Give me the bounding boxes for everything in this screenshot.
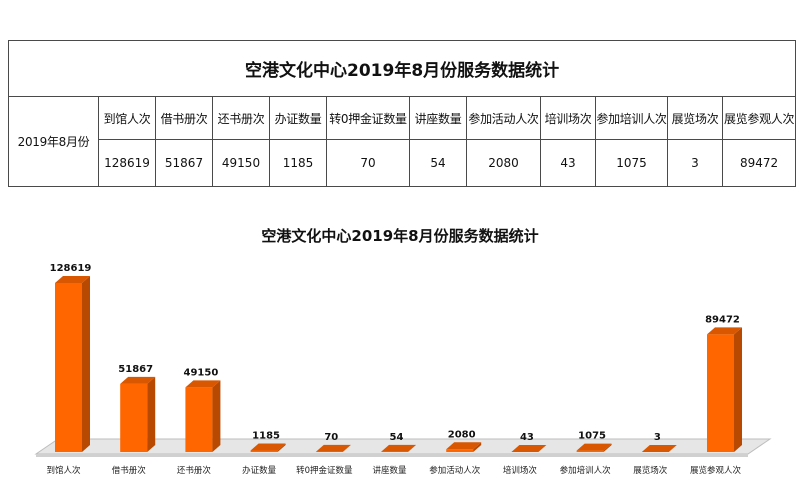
bar <box>381 444 416 452</box>
bar-front-face <box>250 450 278 452</box>
bar-side-face <box>538 444 547 452</box>
x-tick-label: 参加活动人次 <box>429 465 481 476</box>
x-tick-label: 培训场次 <box>503 465 538 476</box>
bar-top-face <box>576 443 612 451</box>
bar-side-face <box>212 380 221 452</box>
bar-top-face <box>446 442 482 450</box>
value-cell: 54 <box>409 139 467 187</box>
bar-front-face <box>707 334 734 452</box>
bar <box>576 443 612 452</box>
data-label: 1185 <box>252 430 280 441</box>
table-title-row: 空港文化中心2019年8月份服务数据统计 <box>7 40 797 97</box>
bar-side-face <box>734 327 742 452</box>
value-cell: 2080 <box>466 139 541 187</box>
data-label: 2080 <box>448 429 476 440</box>
header-cell: 到馆人次 <box>98 96 156 140</box>
bar-side-face <box>408 444 416 452</box>
x-tick-label: 到馆人次 <box>46 465 81 476</box>
x-tick-label: 展览场次 <box>633 465 668 476</box>
bar-side-face <box>342 444 351 452</box>
bar <box>707 327 742 452</box>
header-cell: 办证数量 <box>269 96 327 140</box>
stats-table: 空港文化中心2019年8月份服务数据统计 2019年8月份 到馆人次 借书册次 … <box>7 40 797 187</box>
bar <box>250 443 286 452</box>
bar-side-face <box>147 376 156 452</box>
bar-front-face <box>576 450 604 452</box>
data-label: 54 <box>390 432 404 443</box>
value-cell: 1075 <box>595 139 668 187</box>
value-cell: 49150 <box>212 139 270 187</box>
table-value-row: 128619 51867 49150 1185 70 54 2080 43 10… <box>9 139 797 187</box>
chart-container: 空港文化中心2019年8月份服务数据统计 128619 到馆人次 51867 借书册次… <box>0 200 800 502</box>
bar-side-face <box>603 443 612 452</box>
bar-top-face <box>185 380 221 388</box>
x-tick-label: 转0押金证数量 <box>296 465 353 476</box>
bar <box>446 442 482 452</box>
chart-plot-area: 128619 到馆人次 51867 借书册次 49150 还书册次 1185 办证数量 70 转0… <box>34 263 772 476</box>
data-label: 43 <box>520 432 534 443</box>
bar <box>511 444 547 452</box>
bar-top-face <box>511 444 547 452</box>
bar-top-face <box>707 327 742 335</box>
data-label: 1075 <box>578 431 606 442</box>
value-cell: 43 <box>540 139 596 187</box>
bar-side-face <box>668 444 677 452</box>
data-label: 128619 <box>50 263 92 274</box>
value-cell: 128619 <box>98 139 156 187</box>
value-cell: 1185 <box>269 139 327 187</box>
bar <box>120 376 156 452</box>
header-cell: 转0押金证数量 <box>326 96 410 140</box>
chart-floor-edge <box>36 454 748 457</box>
table-header-row: 2019年8月份 到馆人次 借书册次 还书册次 办证数量 转0押金证数量 讲座数… <box>8 96 797 187</box>
data-label: 49150 <box>184 367 219 378</box>
x-tick-label: 办证数量 <box>242 465 277 476</box>
x-tick-label: 借书册次 <box>112 465 147 476</box>
bar <box>315 444 351 452</box>
header-cell: 参加活动人次 <box>466 96 541 140</box>
header-cell: 参加培训人次 <box>595 96 668 140</box>
data-label: 70 <box>324 432 338 443</box>
bar-top-face <box>55 275 90 283</box>
stats-table-container: 空港文化中心2019年8月份服务数据统计 2019年8月份 到馆人次 借书册次 … <box>7 40 797 187</box>
header-cell: 还书册次 <box>212 96 270 140</box>
bar-top-face <box>315 444 351 452</box>
bar-top-face <box>250 443 286 451</box>
bar-front-face <box>185 387 213 452</box>
header-cell: 展览参观人次 <box>721 96 797 140</box>
x-tick-label: 讲座数量 <box>372 465 407 476</box>
bar-front-face <box>120 383 148 452</box>
data-label: 3 <box>654 432 661 443</box>
bar-side-face <box>277 443 286 452</box>
x-tick-label: 展览参观人次 <box>690 465 742 476</box>
bar <box>55 275 90 452</box>
x-tick-label: 还书册次 <box>177 465 212 476</box>
header-cell: 展览场次 <box>667 96 723 140</box>
value-cell: 89472 <box>721 139 797 187</box>
bar-top-face <box>381 444 416 452</box>
header-cell: 借书册次 <box>155 96 213 140</box>
bar-top-face <box>641 444 677 452</box>
header-cell: 培训场次 <box>540 96 596 140</box>
chart-title: 空港文化中心2019年8月份服务数据统计 <box>261 227 538 245</box>
value-cell: 3 <box>667 139 723 187</box>
bar <box>185 380 221 452</box>
header-cell: 讲座数量 <box>409 96 467 140</box>
bar-top-face <box>120 376 156 384</box>
value-cell: 51867 <box>155 139 213 187</box>
data-label: 51867 <box>118 364 153 375</box>
row-label: 2019年8月份 <box>8 96 99 187</box>
bar-side-face <box>473 442 482 452</box>
x-tick-label: 参加培训人次 <box>560 465 612 476</box>
bar-front-face <box>446 449 474 452</box>
value-cell: 70 <box>326 139 410 187</box>
table-title: 空港文化中心2019年8月份服务数据统计 <box>7 40 797 97</box>
data-label: 89472 <box>705 314 740 325</box>
bar-chart: 空港文化中心2019年8月份服务数据统计 128619 到馆人次 51867 借书册次… <box>34 227 772 476</box>
bar-front-face <box>55 282 82 452</box>
bar-side-face <box>82 275 90 452</box>
bar <box>641 444 677 452</box>
